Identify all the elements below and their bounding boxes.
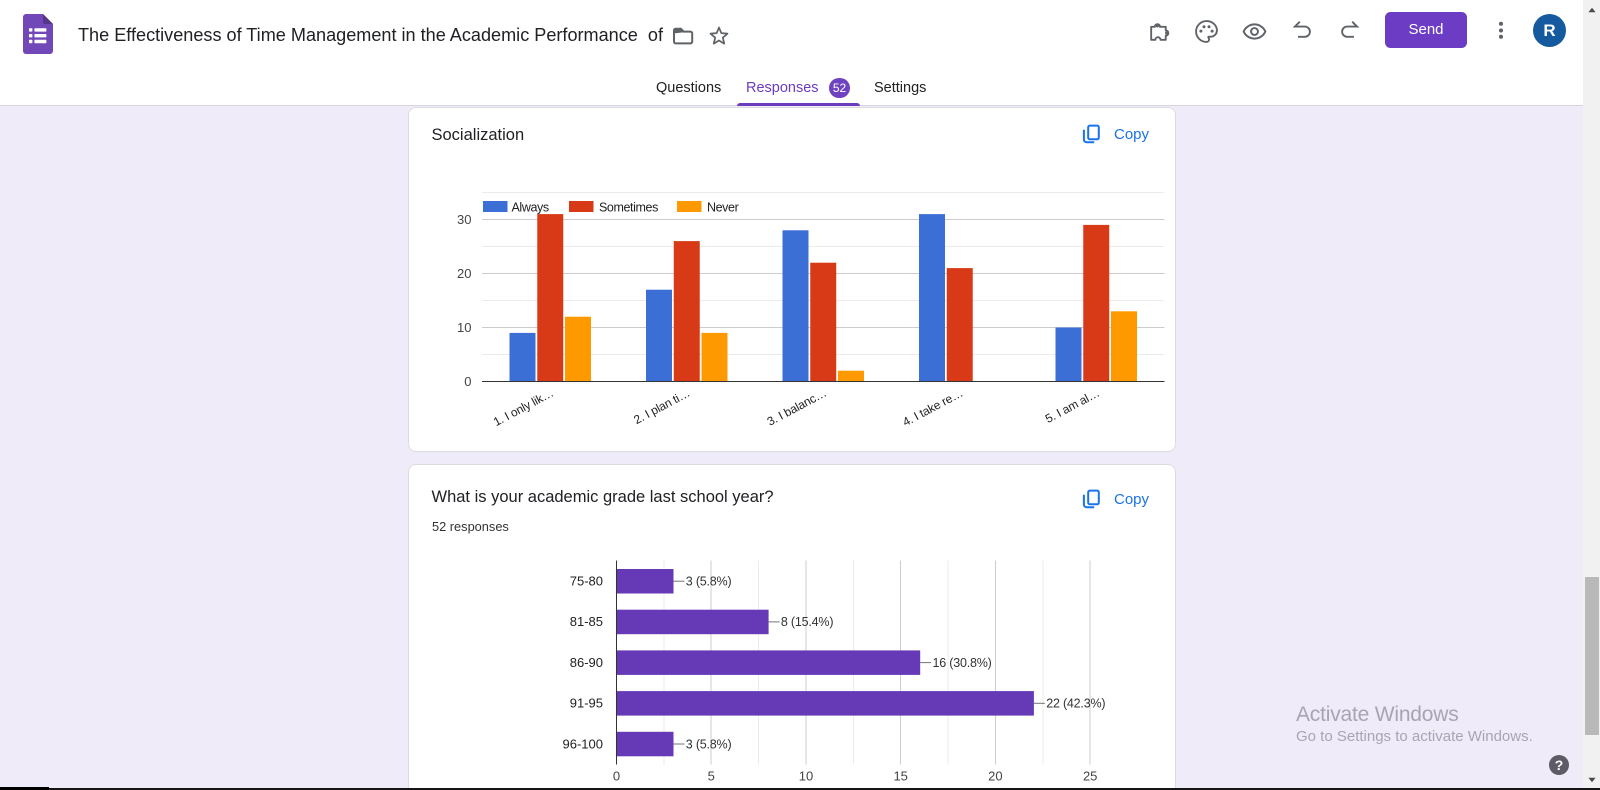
svg-text:20: 20 — [988, 769, 1002, 784]
svg-text:0: 0 — [464, 374, 471, 389]
svg-text:Never: Never — [707, 201, 739, 215]
svg-text:Always: Always — [512, 201, 549, 215]
svg-text:0: 0 — [613, 769, 620, 784]
svg-text:15: 15 — [893, 769, 907, 784]
svg-text:Sometimes: Sometimes — [599, 201, 658, 215]
svg-text:20: 20 — [457, 266, 471, 281]
svg-text:10: 10 — [457, 320, 471, 335]
svg-text:30: 30 — [457, 212, 471, 227]
svg-text:2. I plan ti…: 2. I plan ti… — [631, 386, 692, 427]
svg-text:96-100: 96-100 — [563, 736, 603, 751]
svg-text:75-80: 75-80 — [570, 574, 603, 589]
svg-text:10: 10 — [799, 769, 813, 784]
svg-text:3 (5.8%): 3 (5.8%) — [686, 575, 732, 589]
svg-text:86-90: 86-90 — [570, 655, 603, 670]
svg-text:5. I am al…: 5. I am al… — [1043, 386, 1102, 426]
svg-text:5: 5 — [708, 769, 715, 784]
svg-text:25: 25 — [1083, 769, 1097, 784]
svg-text:81-85: 81-85 — [570, 614, 603, 629]
svg-text:22 (42.3%): 22 (42.3%) — [1046, 697, 1105, 711]
svg-text:3. I balanc…: 3. I balanc… — [765, 386, 829, 429]
svg-text:4. I take re…: 4. I take re… — [900, 386, 965, 429]
svg-text:1. I only lik…: 1. I only lik… — [491, 386, 556, 429]
svg-text:16 (30.8%): 16 (30.8%) — [933, 656, 992, 670]
svg-text:8 (15.4%): 8 (15.4%) — [781, 615, 833, 629]
svg-text:91-95: 91-95 — [570, 696, 603, 711]
svg-text:3 (5.8%): 3 (5.8%) — [686, 737, 732, 751]
